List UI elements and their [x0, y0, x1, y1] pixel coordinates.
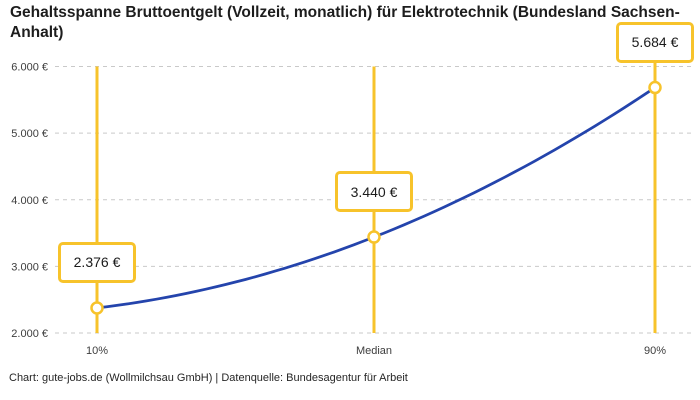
point-value-label: 5.684 € — [616, 21, 694, 63]
y-tick-label: 5.000 € — [11, 128, 48, 140]
point-value-label: 2.376 € — [58, 241, 136, 283]
chart-title: Gehaltsspanne Bruttoentgelt (Vollzeit, m… — [10, 4, 680, 42]
x-tick-label: 10% — [86, 345, 108, 357]
y-tick-label: 3.000 € — [11, 261, 48, 273]
point-value-label: 3.440 € — [335, 171, 413, 213]
y-tick-label: 4.000 € — [11, 195, 48, 207]
y-tick-label: 2.000 € — [11, 328, 48, 340]
chart-footer-attribution: Chart: gute-jobs.de (Wollmilchsau GmbH) … — [9, 372, 408, 384]
data-point-marker — [367, 230, 381, 244]
data-point-marker — [648, 80, 662, 95]
x-tick-label: 90% — [644, 345, 666, 357]
x-tick-label: Median — [356, 345, 392, 357]
y-tick-label: 6.000 € — [11, 62, 48, 74]
data-point-marker — [90, 301, 104, 315]
